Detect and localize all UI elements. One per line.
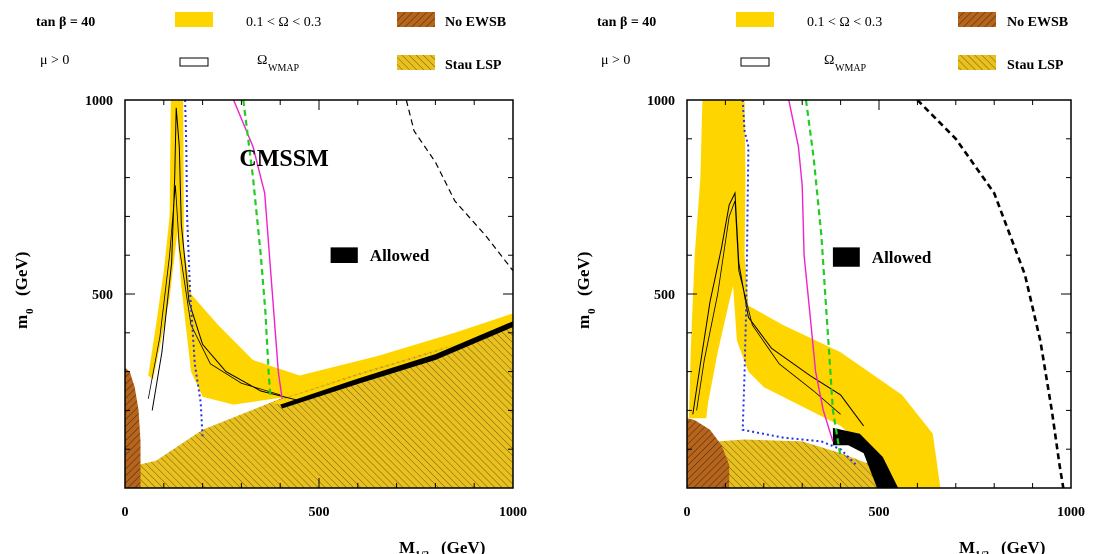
legend-staulsp-label: Stau LSP: [445, 58, 502, 73]
legend-left: tan β = 40 μ > 0 0.1 < Ω < 0.3 Ω WMAP No…: [36, 12, 506, 74]
y-axis-label-unit: (GeV): [12, 252, 31, 296]
omega-strip-region: [272, 321, 513, 405]
plot-right: 050010005001000M1/2(GeV)m0(GeV)Allowed: [574, 94, 1085, 554]
allowed-label: Allowed: [370, 246, 430, 265]
wmap-outline-inner: [147, 185, 281, 399]
x-tick-label: 0: [122, 505, 129, 520]
green-dashed-line: [242, 100, 272, 399]
x-axis-label-sub: 1/2: [975, 549, 990, 554]
no-ewsb-region: [125, 367, 141, 488]
y-axis-label-sub: 0: [24, 308, 36, 314]
legend-band-swatch: [175, 12, 213, 27]
plot-area: [687, 100, 1065, 488]
wmap-outline-outer: [692, 191, 865, 427]
x-axis-label: M: [959, 538, 975, 554]
legend-wmap-label: Ω: [257, 53, 267, 68]
blue-dotted-line: [741, 100, 857, 466]
wmap-outline-outer: [151, 107, 300, 411]
y-axis-label: m0 (GeV): [574, 252, 598, 329]
legend-wmap-swatch: [740, 57, 770, 67]
x-axis-label-unit: (GeV): [441, 538, 485, 554]
legend-mu: μ > 0: [40, 53, 69, 68]
legend-wmap-swatch: [179, 57, 209, 67]
allowed-region: [832, 427, 899, 488]
legend-noewsb-swatch: [397, 12, 435, 27]
black-dashed-line: [916, 100, 1065, 488]
legend-tanbeta: tan β = 40: [597, 15, 656, 30]
legend-band-label: 0.1 < Ω < 0.3: [807, 15, 882, 30]
wmap-outline-inner: [696, 200, 841, 415]
magenta-line: [788, 100, 834, 442]
legend-noewsb-swatch: [958, 12, 996, 27]
legend-staulsp-swatch: [397, 55, 435, 70]
x-tick-label: 500: [869, 505, 890, 520]
legend-right: tan β = 40 μ > 0 0.1 < Ω < 0.3 Ω WMAP No…: [597, 12, 1068, 74]
omega-band-region: [688, 100, 941, 488]
x-axis-label-unit: (GeV): [1001, 538, 1045, 554]
y-tick-label: 500: [92, 288, 113, 303]
y-axis-label-text: m: [12, 315, 31, 329]
no-ewsb-region: [687, 418, 730, 488]
y-tick-label: 1000: [85, 94, 113, 109]
y-axis-label-text: m: [574, 315, 593, 329]
allowed-label: Allowed: [872, 248, 932, 267]
black-dashed-line: [405, 100, 513, 272]
x-tick-label: 1000: [499, 505, 527, 520]
legend-staulsp-label: Stau LSP: [1007, 58, 1064, 73]
magenta-line: [232, 100, 283, 399]
y-axis-label-sub: 0: [586, 308, 598, 314]
allowed-swatch: [330, 247, 358, 263]
legend-staulsp-swatch: [958, 55, 996, 70]
plot-left: 050010005001000M1/2(GeV)m0(GeV)CMSSMAllo…: [12, 94, 527, 554]
legend-band-swatch: [736, 12, 774, 27]
legend-noewsb-label: No EWSB: [1007, 15, 1068, 30]
allowed-region: [280, 321, 513, 409]
y-tick-label: 1000: [647, 94, 675, 109]
legend-band-label: 0.1 < Ω < 0.3: [246, 15, 321, 30]
x-tick-label: 500: [309, 505, 330, 520]
y-axis-label: m0 (GeV): [12, 252, 36, 329]
green-dashed-line: [804, 100, 842, 458]
panel-title: CMSSM: [239, 146, 328, 172]
x-axis-label-sub: 1/2: [415, 549, 430, 554]
legend-mu: μ > 0: [601, 53, 630, 68]
y-axis-label-unit: (GeV): [574, 252, 593, 296]
stau-lsp-region: [713, 439, 891, 488]
x-tick-label: 0: [684, 505, 691, 520]
legend-noewsb-label: No EWSB: [445, 15, 506, 30]
legend-wmap-label: Ω: [824, 53, 834, 68]
legend-tanbeta: tan β = 40: [36, 15, 95, 30]
blue-dotted-line: [184, 100, 204, 438]
plot-area: [125, 100, 513, 488]
allowed-swatch: [832, 247, 860, 267]
x-axis-label: M: [399, 538, 415, 554]
legend-wmap-sub: WMAP: [268, 63, 300, 74]
x-tick-label: 1000: [1057, 505, 1085, 520]
y-tick-label: 500: [654, 288, 675, 303]
legend-wmap-sub: WMAP: [835, 63, 867, 74]
